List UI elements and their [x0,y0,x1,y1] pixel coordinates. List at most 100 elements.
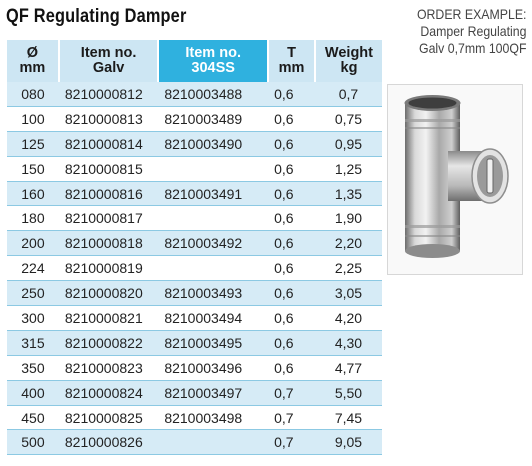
item-galv-cell: 8210000815 [58,156,159,182]
thickness-cell: 0,7 [268,380,315,406]
weight-cell: 1,35 [314,181,382,207]
item-galv-cell: 8210000817 [58,205,159,232]
item-304ss-cell: 8210003488 [158,82,269,107]
item-304ss-cell [158,255,269,282]
header-thickness-unit: mm [278,60,305,76]
table-row: 180 8210000817 0,6 1,90 [7,205,382,232]
item-galv-cell: 8210000812 [58,82,159,107]
header-item-304ss: Item no. 304SS [158,40,270,82]
order-example-line: Galv 0,7mm 100QF [418,40,526,56]
item-304ss-cell: 8210003496 [158,355,269,381]
spec-table: Ø mm Item no. Galv Item no. 304SS T mm W… [7,40,382,456]
item-304ss-cell [158,205,269,232]
diameter-cell: 125 [7,131,59,157]
diameter-cell: 500 [7,429,59,456]
weight-cell: 9,05 [314,429,382,456]
header-thickness-symbol: T [287,45,296,61]
thickness-cell: 0,6 [268,156,315,182]
weight-cell: 0,75 [314,106,382,132]
table-row: 100 8210000813 8210003489 0,6 0,75 [7,106,382,132]
item-galv-cell: 8210000814 [58,131,159,157]
thickness-cell: 0,6 [268,255,315,282]
table-header-row: Ø mm Item no. Galv Item no. 304SS T mm W… [7,40,382,82]
thickness-cell: 0,7 [268,429,315,456]
header-diameter-unit: mm [19,60,46,76]
thickness-cell: 0,6 [268,205,315,232]
header-weight-label: Weight [324,45,373,61]
diameter-cell: 224 [7,255,59,282]
item-galv-cell: 8210000822 [58,330,159,356]
item-304ss-cell: 8210003495 [158,330,269,356]
item-304ss-cell: 8210003494 [158,305,269,331]
table-row: 450 8210000825 8210003498 0,7 7,45 [7,405,382,431]
weight-cell: 2,25 [314,255,382,282]
diameter-cell: 080 [7,82,59,107]
item-304ss-cell: 8210003489 [158,106,269,132]
header-weight: Weight kg [314,40,382,82]
header-thickness: T mm [268,40,316,82]
diameter-cell: 400 [7,380,59,406]
weight-cell: 0,7 [314,82,382,107]
table-row: 250 8210000820 8210003493 0,6 3,05 [7,280,382,307]
header-weight-unit: kg [340,60,358,76]
item-galv-cell: 8210000816 [58,181,159,207]
weight-cell: 1,90 [314,205,382,232]
item-304ss-cell: 8210003492 [158,230,269,257]
diameter-cell: 250 [7,280,59,307]
weight-cell: 1,25 [314,156,382,182]
damper-product-photo [387,84,523,275]
order-example: ORDER EXAMPLE: Damper Regulating Galv 0,… [416,6,526,57]
damper-product-icon [404,95,509,258]
header-item-ss-label: Item no. [185,45,241,61]
table-row: 300 8210000821 8210003494 0,6 4,20 [7,305,382,331]
thickness-cell: 0,6 [268,355,315,381]
thickness-cell: 0,6 [268,106,315,132]
table-row: 150 8210000815 0,6 1,25 [7,156,382,182]
item-galv-cell: 8210000824 [58,380,159,406]
item-304ss-cell [158,429,269,456]
weight-cell: 0,95 [314,131,382,157]
table-row: 224 8210000819 0,6 2,25 [7,255,382,282]
diameter-cell: 300 [7,305,59,331]
item-304ss-cell: 8210003490 [158,131,269,157]
item-galv-cell: 8210000823 [58,355,159,381]
thickness-cell: 0,7 [268,405,315,431]
header-item-galv-label: Item no. [80,45,137,61]
diameter-cell: 160 [7,181,59,207]
diameter-cell: 200 [7,230,59,257]
item-galv-cell: 8210000819 [58,255,159,282]
thickness-cell: 0,6 [268,330,315,356]
diameter-cell: 350 [7,355,59,381]
diameter-cell: 450 [7,405,59,431]
header-item-galv: Item no. Galv [58,40,160,82]
item-304ss-cell: 8210003493 [158,280,269,307]
thickness-cell: 0,6 [268,181,315,207]
weight-cell: 4,20 [314,305,382,331]
item-galv-cell: 8210000821 [58,305,159,331]
weight-cell: 2,20 [314,230,382,257]
item-galv-cell: 8210000820 [58,280,159,307]
thickness-cell: 0,6 [268,131,315,157]
header-diameter: Ø mm [7,40,60,82]
weight-cell: 5,50 [314,380,382,406]
thickness-cell: 0,6 [268,82,315,107]
order-example-heading: ORDER EXAMPLE: [416,6,526,22]
weight-cell: 7,45 [314,405,382,431]
thickness-cell: 0,6 [268,280,315,307]
diameter-cell: 180 [7,205,59,232]
table-body: 080 8210000812 8210003488 0,6 0,7 100 82100008… [7,82,382,456]
table-row: 315 8210000822 8210003495 0,6 4,30 [7,330,382,356]
item-galv-cell: 8210000818 [58,230,159,257]
item-galv-cell: 8210000813 [58,106,159,132]
thickness-cell: 0,6 [268,230,315,257]
header-diameter-symbol: Ø [26,45,39,61]
weight-cell: 3,05 [314,280,382,307]
table-row: 400 8210000824 8210003497 0,7 5,50 [7,380,382,406]
header-item-galv-material: Galv [92,60,125,76]
table-row: 080 8210000812 8210003488 0,6 0,7 [7,82,382,107]
item-304ss-cell: 8210003497 [158,380,269,406]
weight-cell: 4,77 [314,355,382,381]
diameter-cell: 100 [7,106,59,132]
table-row: 125 8210000814 8210003490 0,6 0,95 [7,131,382,157]
diameter-cell: 315 [7,330,59,356]
